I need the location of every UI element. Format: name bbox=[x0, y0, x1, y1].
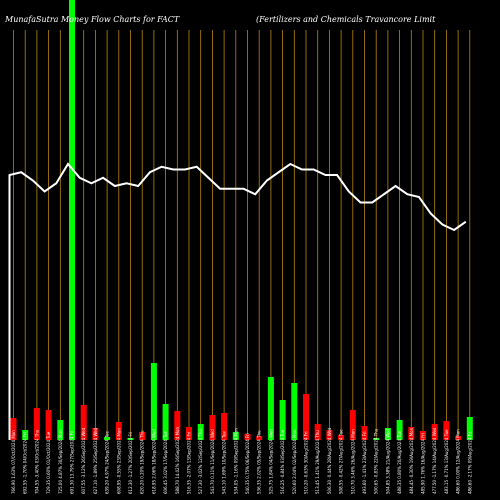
x-tick-label: 729.35 0.60% 01/Oct/2024 Tue bbox=[46, 431, 51, 494]
x-tick-label: 588.70 14.02% 16/Sep/2024 Mon bbox=[175, 427, 180, 494]
x-tick-label: 525.75 1.84% 04/Sep/2024 Wed bbox=[268, 429, 273, 494]
x-tick-label: 485.90 1.76% 16/Aug/2024 Fri bbox=[421, 433, 426, 494]
x-tick-label: 618.95 2.06% 18/Sep/2024 Wed bbox=[151, 429, 156, 494]
x-tick-label: 483.15 -0.71% 13/Aug/2024 Tue bbox=[444, 429, 449, 494]
volume-bar bbox=[373, 438, 380, 440]
volume-bar bbox=[33, 408, 40, 440]
volume-bar bbox=[361, 426, 368, 440]
volume-bar bbox=[384, 428, 391, 440]
volume-bar bbox=[150, 363, 157, 440]
volume-bar bbox=[57, 420, 64, 440]
x-tick-label: 486.60 -2.17% 09/Aug/2024 Fri bbox=[467, 431, 472, 494]
volume-bar bbox=[174, 411, 181, 440]
x-tick-label: 527.30 -3.02% 12/Sep/2024 Thu bbox=[198, 429, 203, 494]
volume-bar bbox=[22, 430, 29, 440]
volume-bar bbox=[256, 436, 263, 440]
volume-bar bbox=[420, 431, 426, 440]
x-tick-label: 627.10 -1.89% 25/Sep/2024 Wed bbox=[93, 427, 98, 494]
x-tick-label: 536.35 2.02% 05/Sep/2024 Thu bbox=[257, 430, 262, 494]
x-tick-label: 486.60 0.00% 12/Aug/2024 Mon bbox=[456, 429, 461, 494]
volume-bar bbox=[291, 383, 298, 440]
volume-bar bbox=[279, 400, 286, 440]
volume-bar bbox=[244, 434, 251, 440]
volume-bar bbox=[209, 415, 216, 440]
vertical-gridlines bbox=[13, 30, 471, 440]
x-tick-label: 608.95 -0.55% 23/Sep/2024 Mon bbox=[116, 428, 121, 494]
volume-bar bbox=[186, 427, 192, 440]
volume-bar bbox=[267, 377, 274, 440]
money-flow-line bbox=[8, 162, 467, 440]
volume-bar bbox=[92, 428, 99, 440]
x-tick-label: 506.30 -0.44% 28/Aug/2024 Wed bbox=[327, 427, 332, 494]
volume-bar bbox=[431, 424, 438, 440]
x-tick-label: 510.70 3.46% 26/Aug/2024 Mon bbox=[350, 429, 355, 494]
volume-bar bbox=[338, 435, 345, 440]
volume-bar bbox=[221, 413, 228, 440]
x-tick-label: 513.45 1.41% 29/Aug/2024 Thu bbox=[315, 430, 320, 494]
volume-bar bbox=[443, 421, 450, 440]
x-tick-label: 484.45 -0.30% 19/Aug/2024 Mon bbox=[409, 427, 414, 494]
x-tick-label: 704.55 -3.40% 03/Oct/2024 Thu bbox=[34, 429, 39, 494]
chart-title-right: (Fertilizers and Chemicals Travancore Li… bbox=[256, 15, 436, 24]
x-tick-label: 766.90 1.63% 07/Oct/2024 Mon bbox=[11, 430, 16, 494]
volume-bars bbox=[10, 0, 473, 440]
x-axis-labels: 766.90 1.63% 07/Oct/2024 Mon 692.55 -1.70… bbox=[11, 427, 472, 494]
x-tick-label: 540.35 0.75% 06/Sep/2024 Fri bbox=[245, 433, 250, 494]
volume-bar bbox=[197, 424, 204, 440]
volume-bar bbox=[349, 410, 356, 440]
volume-bar bbox=[10, 418, 17, 440]
volume-bar bbox=[232, 432, 239, 440]
volume-bar bbox=[326, 430, 333, 440]
x-tick-label: 543.70 0.11% 11/Sep/2024 Wed bbox=[210, 429, 215, 494]
x-tick-label: 543.10 1.69% 10/Sep/2024 Tue bbox=[222, 431, 227, 494]
volume-bar bbox=[408, 427, 415, 440]
volume-bar bbox=[115, 422, 122, 440]
volume-bar bbox=[139, 432, 146, 440]
x-tick-label: 493.60 -1.41% 23/Aug/2024 Fri bbox=[362, 431, 367, 494]
x-tick-label: 510.20 -0.63% 30/Aug/2024 Fri bbox=[304, 431, 309, 494]
x-tick-label: 639.20 4.97% 24/Sep/2024 Tue bbox=[105, 431, 110, 494]
x-tick-label: 612.30 -1.27% 20/Sep/2024 Fri bbox=[128, 432, 133, 494]
x-tick-label: 508.55 -0.42% 27/Aug/2024 Tue bbox=[339, 429, 344, 494]
x-tick-label: 534.05 -1.16% 09/Sep/2024 Mon bbox=[233, 428, 238, 494]
volume-bar bbox=[127, 438, 134, 440]
volume-bar bbox=[314, 424, 321, 440]
volume-bar bbox=[455, 436, 462, 440]
x-tick-label: 607.55 -3.12% 26/Sep/2024 Wed bbox=[81, 427, 86, 494]
volume-bar bbox=[162, 404, 169, 440]
x-tick-label: 620.20 0.20% 19/Sep/2024 Thu bbox=[140, 430, 145, 494]
volume-bar bbox=[466, 417, 473, 440]
x-tick-label: 500.65 -0.83% 22/Aug/2024 Thu bbox=[374, 428, 379, 494]
chart-title-left: MunafaSutra Money Flow Charts for FACT bbox=[4, 15, 180, 24]
volume-bar bbox=[104, 437, 111, 440]
volume-bar bbox=[396, 420, 403, 440]
x-tick-label: 516.35 -2.07% 13/Sep/2024 Fri bbox=[187, 432, 192, 494]
x-tick-label: 692.55 -1.70% 04/Oct/2024 Fri bbox=[23, 432, 28, 494]
x-tick-label: 488.35 0.80% 20/Aug/2024 Tue bbox=[397, 430, 402, 494]
x-tick-label: 691.30 13.79% 27/Sep/2024 Fri bbox=[70, 431, 75, 494]
volume-bar bbox=[303, 394, 309, 440]
x-tick-label: 516.25 -0.84% 03/Sep/2024 Tue bbox=[280, 429, 285, 494]
volume-bar bbox=[45, 410, 52, 440]
x-tick-label: 477.50 -1.17% 14/Aug/2024 Wed bbox=[432, 427, 437, 494]
volume-bar bbox=[80, 405, 87, 440]
x-tick-label: 504.85 3.38% 21/Aug/2024 Wed bbox=[385, 429, 390, 494]
x-tick-label: 606.45 3.02% 17/Sep/2024 Tue bbox=[163, 431, 168, 494]
x-tick-label: 520.60 2.04% 02/Sep/2024 Mon bbox=[292, 429, 297, 494]
volume-bar bbox=[69, 0, 75, 440]
x-tick-label: 725.00 4.87% 30/Sep/2024 Mon bbox=[58, 429, 63, 494]
